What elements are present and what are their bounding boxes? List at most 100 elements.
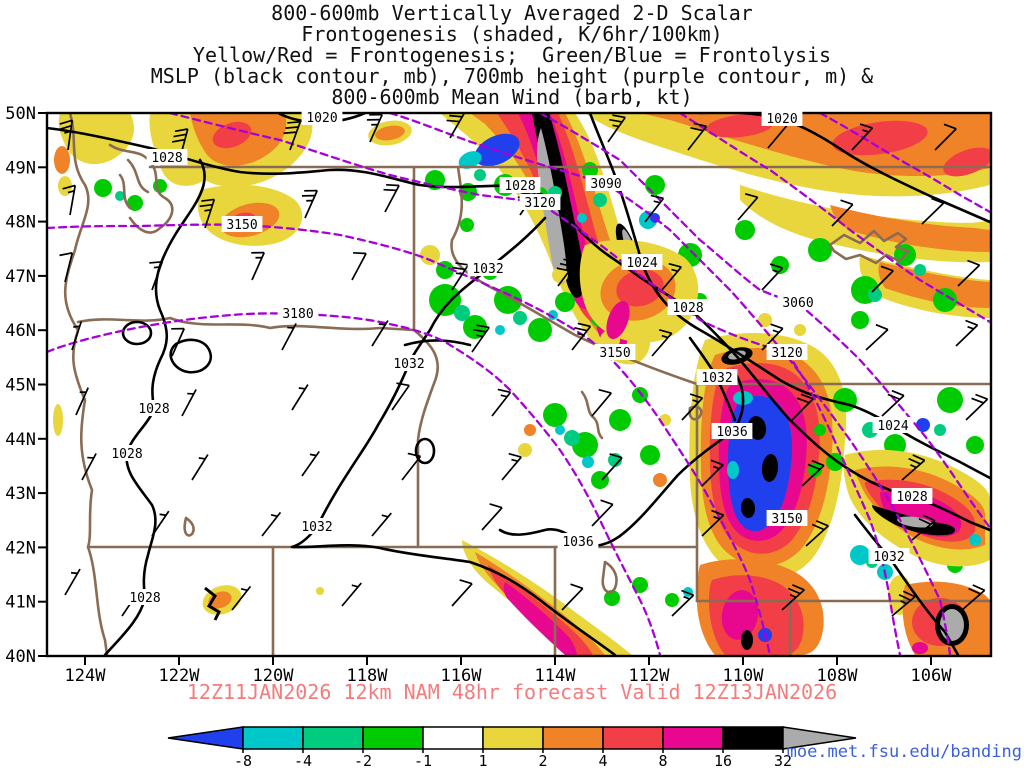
- colorbar-segment: [662, 726, 724, 750]
- contour-label-box: [133, 400, 175, 416]
- wind-barb: [383, 183, 400, 213]
- colorbar-segment: [602, 726, 664, 750]
- contour-label-box: [557, 533, 599, 549]
- wind-barb: [231, 585, 252, 611]
- contour-label-box: [711, 423, 753, 439]
- lon-tick-label: 108W: [817, 666, 859, 686]
- wind-barb: [671, 589, 695, 617]
- wind-barb: [955, 319, 979, 347]
- wind-barb: [151, 510, 170, 537]
- wind-barb: [601, 453, 623, 481]
- latitude-axis: 50N 49N 48N 47N 46N 45N 44N 43N 42N 41N 40N: [5, 104, 47, 667]
- wind-barb: [62, 184, 77, 216]
- colorbar-tick-label: 2: [538, 752, 547, 768]
- lon-tick-label: 114W: [535, 666, 577, 686]
- wind-barb: [761, 323, 784, 351]
- wind-barb: [591, 388, 612, 417]
- contour-label-box: [761, 110, 803, 126]
- colorbar-segment: [242, 726, 304, 750]
- wind-barb: [681, 393, 704, 421]
- wind-barb: [471, 324, 490, 353]
- contour-label-box: [872, 417, 914, 433]
- contour-label-box: [519, 194, 561, 210]
- mslp-contour-label: 1024: [626, 256, 657, 271]
- colorbar-right-arrow: [782, 726, 857, 750]
- wind-barb: [71, 321, 83, 351]
- wind-barb: [171, 327, 185, 357]
- wind-barb: [701, 509, 725, 537]
- wind-barb: [491, 388, 512, 417]
- wind-barb: [371, 512, 392, 537]
- wind-barb: [81, 453, 97, 481]
- contour-label-box: [777, 294, 819, 310]
- colorbar-tick-label: 8: [658, 752, 667, 768]
- wind-barb: [687, 122, 708, 151]
- wind-barb: [301, 450, 320, 477]
- height-contour-label: 3090: [590, 177, 621, 192]
- colorbar-left-arrow: [167, 726, 244, 750]
- colorbar-tick-label: -4: [294, 752, 312, 768]
- wind-barb: [371, 320, 389, 347]
- wind-barb: [805, 520, 829, 547]
- lon-tick-label: 110W: [723, 666, 765, 686]
- lon-tick-label: 124W: [65, 666, 107, 686]
- mslp-contour-label: 1028: [138, 402, 169, 417]
- height-contour-label: 3150: [771, 512, 802, 527]
- lat-tick-label: 41N: [5, 593, 36, 613]
- wind-barb: [957, 259, 981, 287]
- wind-barb: [571, 322, 592, 351]
- contour-label-box: [696, 369, 738, 385]
- wind-barb: [644, 194, 665, 223]
- wind-barb: [961, 584, 986, 611]
- longitude-axis: 124W 122W 120W 118W 116W 114W 112W 110W 108W 106W: [65, 656, 953, 686]
- wind-barb: [661, 262, 682, 291]
- contour-label-box: [891, 488, 933, 504]
- contour-label-box: [868, 548, 910, 564]
- mslp-contour-label: 1024: [877, 419, 908, 434]
- wind-barb: [701, 459, 724, 487]
- mslp-contour-label: 1032: [393, 357, 424, 372]
- mslp-contour-label: 1032: [301, 520, 332, 535]
- wind-barbs: [58, 113, 989, 617]
- colorbar-tick-label: 16: [714, 752, 732, 768]
- mslp-contour-label: 1028: [129, 591, 160, 606]
- contour-label-box: [585, 175, 627, 191]
- wind-barb: [199, 198, 216, 229]
- contour-label-box: [621, 254, 663, 270]
- lat-tick-label: 44N: [5, 430, 36, 450]
- wind-barb: [651, 328, 673, 357]
- lon-tick-label: 120W: [253, 666, 295, 686]
- contour-label-box: [106, 445, 148, 461]
- colorbar-segment: [542, 726, 604, 750]
- wind-barb: [451, 262, 470, 291]
- colorbar-tick-label: -1: [414, 752, 432, 768]
- lon-tick-label: 118W: [347, 666, 389, 686]
- wind-barb: [737, 192, 759, 221]
- wind-barb: [149, 260, 164, 291]
- mslp-contour-label: 1032: [701, 371, 732, 386]
- chart-title: 800-600mb Vertically Averaged 2-D Scalar…: [0, 3, 1024, 108]
- wind-barb: [401, 452, 422, 481]
- colorbar-segment: [722, 726, 784, 750]
- wind-barb: [59, 252, 74, 283]
- contour-label-box: [388, 355, 430, 371]
- wind-barb: [75, 387, 89, 416]
- title-line-3: Yellow/Red = Frontogenesis; Green/Blue =…: [192, 43, 832, 67]
- lon-tick-label: 116W: [441, 666, 483, 686]
- contour-label-box: [301, 109, 343, 125]
- wind-barb: [801, 459, 825, 487]
- height-contour-label: 3180: [282, 307, 313, 322]
- mslp-contour-label: 1036: [562, 535, 593, 550]
- height-contour-label: 3120: [771, 346, 802, 361]
- mslp-contour-label: 1028: [151, 151, 182, 166]
- lon-tick-label: 122W: [159, 666, 201, 686]
- mslp-contour-label: 1020: [766, 112, 797, 127]
- lon-tick-label: 106W: [911, 666, 953, 686]
- state-borders: [63, 113, 991, 656]
- wind-barb: [64, 568, 81, 596]
- wind-barb: [965, 393, 989, 421]
- wind-barb: [871, 265, 894, 293]
- forecast-caption: 12Z11JAN2026 12km NAM 48hr forecast Vali…: [186, 680, 838, 704]
